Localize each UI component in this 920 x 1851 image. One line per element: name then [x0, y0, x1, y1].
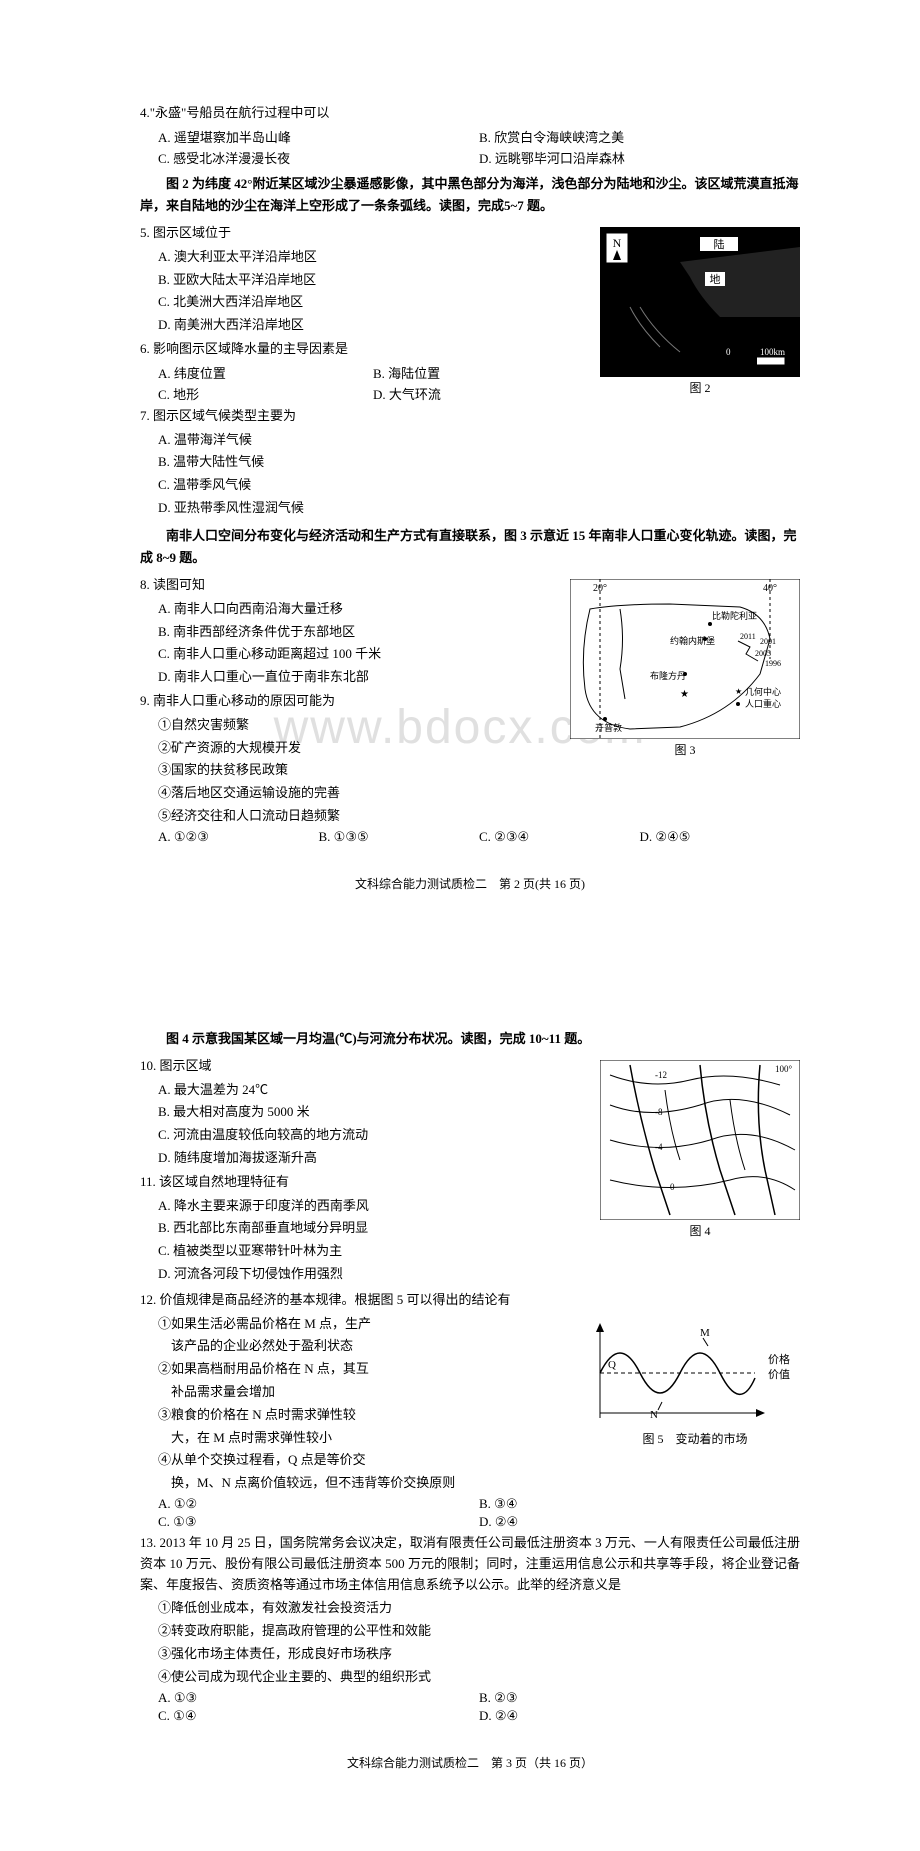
svg-text:N: N	[650, 1409, 658, 1421]
q13-stem: 13. 2013 年 10 月 25 日，国务院常务会议决定，取消有限责任公司最…	[140, 1533, 800, 1595]
fig3-caption: 图 3	[570, 741, 800, 758]
q13-c: C. ①④	[158, 1708, 479, 1724]
q7-b: B. 温带大陆性气候	[140, 452, 800, 473]
q9-c: C. ②③④	[479, 829, 640, 845]
q7-a: A. 温带海洋气候	[140, 430, 800, 451]
q13-o1: ①降低创业成本，有效激发社会投资活力	[140, 1598, 800, 1619]
q13-row2: C. ①④ D. ②④	[140, 1708, 800, 1724]
q9-d: D. ②④⑤	[640, 829, 801, 845]
q13-o2: ②转变政府职能，提高政府管理的公平性和效能	[140, 1621, 800, 1642]
q4-a: A. 遥望堪察加半岛山峰	[158, 127, 479, 146]
svg-text:2005: 2005	[755, 649, 771, 658]
q6-row2: C. 地形 D. 大气环流	[140, 384, 588, 403]
q7-stem: 7. 图示区域气候类型主要为	[140, 406, 800, 427]
q12-stem: 12. 价值规律是商品经济的基本规律。根据图 5 可以得出的结论有	[140, 1290, 800, 1311]
q11-c: C. 植被类型以亚寒带针叶林为主	[140, 1241, 800, 1262]
q4-row1: A. 遥望堪察加半岛山峰 B. 欣赏白令海峡峡湾之美	[140, 127, 800, 146]
q9-o4: ④落后地区交通运输设施的完善	[140, 783, 800, 804]
q13-o3: ③强化市场主体责任，形成良好市场秩序	[140, 1644, 800, 1665]
q4-b: B. 欣赏白令海峡峡湾之美	[479, 127, 800, 146]
figure-4: 100° -12 -8 -4 0 图 4	[600, 1060, 800, 1239]
q4-c: C. 感受北冰洋漫漫长夜	[158, 148, 479, 167]
svg-text:Q: Q	[608, 1359, 616, 1371]
q12-a: A. ①②	[158, 1496, 479, 1512]
svg-text:2011: 2011	[740, 632, 756, 641]
q13-row1: A. ①③ B. ②③	[140, 1690, 800, 1706]
q12-o4b: 换，M、N 点离价值较远，但不违背等价交换原则	[140, 1473, 800, 1494]
svg-text:价值: 价值	[768, 1368, 790, 1381]
q9-a: A. ①②③	[158, 829, 319, 845]
q12-o4a: ④从单个交换过程看，Q 点是等价交	[140, 1450, 800, 1471]
q6-b: B. 海陆位置	[373, 363, 588, 382]
figure-2: N 陆 地 0 100km 图 2	[600, 227, 800, 396]
footer-page-3: 文科综合能力测试质检二 第 3 页（共 16 页）	[140, 1754, 800, 1771]
svg-text:N: N	[613, 236, 622, 250]
q12-row2: C. ①③ D. ②④	[140, 1514, 800, 1530]
svg-text:开普敦: 开普敦	[595, 722, 622, 733]
svg-text:20°: 20°	[593, 583, 607, 594]
svg-text:★: ★	[680, 689, 689, 700]
svg-text:M: M	[700, 1327, 710, 1339]
svg-text:-4: -4	[655, 1142, 663, 1152]
q9-o3: ③国家的扶贫移民政策	[140, 760, 800, 781]
svg-text:-8: -8	[655, 1107, 663, 1117]
q4-row2: C. 感受北冰洋漫漫长夜 D. 远眺鄂毕河口沿岸森林	[140, 148, 800, 167]
intro-2: 图 2 为纬度 42°附近某区域沙尘暴遥感影像，其中黑色部分为海洋，浅色部分为陆…	[140, 173, 800, 217]
svg-text:1996: 1996	[765, 659, 781, 668]
svg-text:100km: 100km	[760, 347, 785, 357]
svg-text:2001: 2001	[760, 637, 776, 646]
svg-text:价格: 价格	[768, 1352, 790, 1366]
svg-text:100°: 100°	[775, 1064, 793, 1074]
q6-d: D. 大气环流	[373, 384, 588, 403]
fig4-caption: 图 4	[600, 1222, 800, 1239]
q6-row1: A. 纬度位置 B. 海陆位置	[140, 363, 588, 382]
svg-text:★: ★	[735, 687, 742, 696]
svg-text:人口重心: 人口重心	[745, 698, 781, 709]
fig2-caption: 图 2	[600, 379, 800, 396]
q13-o4: ④使公司成为现代企业主要的、典型的组织形式	[140, 1667, 800, 1688]
svg-text:比勒陀利亚: 比勒陀利亚	[712, 610, 757, 621]
svg-text:陆: 陆	[714, 237, 725, 251]
svg-text:地: 地	[710, 273, 721, 286]
q11-d: D. 河流各河段下切侵蚀作用强烈	[140, 1264, 800, 1285]
q4-d: D. 远眺鄂毕河口沿岸森林	[479, 148, 800, 167]
q6-a: A. 纬度位置	[158, 363, 373, 382]
q12-c: C. ①③	[158, 1514, 479, 1530]
q12-b: B. ③④	[479, 1496, 800, 1512]
q9-b: B. ①③⑤	[319, 829, 480, 845]
q13-a: A. ①③	[158, 1690, 479, 1706]
svg-text:约翰内斯堡: 约翰内斯堡	[670, 635, 715, 646]
figure-3: 20° 40° 比勒陀利亚 约翰内斯堡 布隆方丹 开普敦 2011 2001 2…	[570, 579, 800, 758]
document-body: 4."永盛"号船员在航行过程中可以 A. 遥望堪察加半岛山峰 B. 欣赏白令海峡…	[140, 103, 800, 1771]
footer-page-2: 文科综合能力测试质检二 第 2 页(共 16 页)	[140, 875, 800, 892]
q7-c: C. 温带季风气候	[140, 475, 800, 496]
q13-d: D. ②④	[479, 1708, 800, 1724]
svg-text:-12: -12	[655, 1070, 667, 1080]
q6-c: C. 地形	[158, 384, 373, 403]
figure-5: M Q N 价格 价值 图 5 变动着的市场	[590, 1318, 800, 1447]
svg-text:0: 0	[726, 347, 731, 357]
q12-d: D. ②④	[479, 1514, 800, 1530]
q9-options: A. ①②③ B. ①③⑤ C. ②③④ D. ②④⑤	[140, 829, 800, 845]
fig5-caption: 图 5 变动着的市场	[590, 1430, 800, 1447]
svg-text:40°: 40°	[763, 583, 777, 594]
q13-b: B. ②③	[479, 1690, 800, 1706]
intro-3: 南非人口空间分布变化与经济活动和生产方式有直接联系，图 3 示意近 15 年南非…	[140, 525, 800, 569]
q9-o5: ⑤经济交往和人口流动日趋频繁	[140, 806, 800, 827]
q7-d: D. 亚热带季风性湿润气候	[140, 498, 800, 519]
q12-row1: A. ①② B. ③④	[140, 1496, 800, 1512]
svg-text:几何中心: 几何中心	[745, 686, 781, 697]
q4-stem: 4."永盛"号船员在航行过程中可以	[140, 103, 800, 124]
svg-text:布隆方丹: 布隆方丹	[650, 670, 686, 681]
intro-4: 图 4 示意我国某区域一月均温(℃)与河流分布状况。读图，完成 10~11 题。	[140, 1028, 800, 1050]
svg-text:0: 0	[670, 1182, 675, 1192]
